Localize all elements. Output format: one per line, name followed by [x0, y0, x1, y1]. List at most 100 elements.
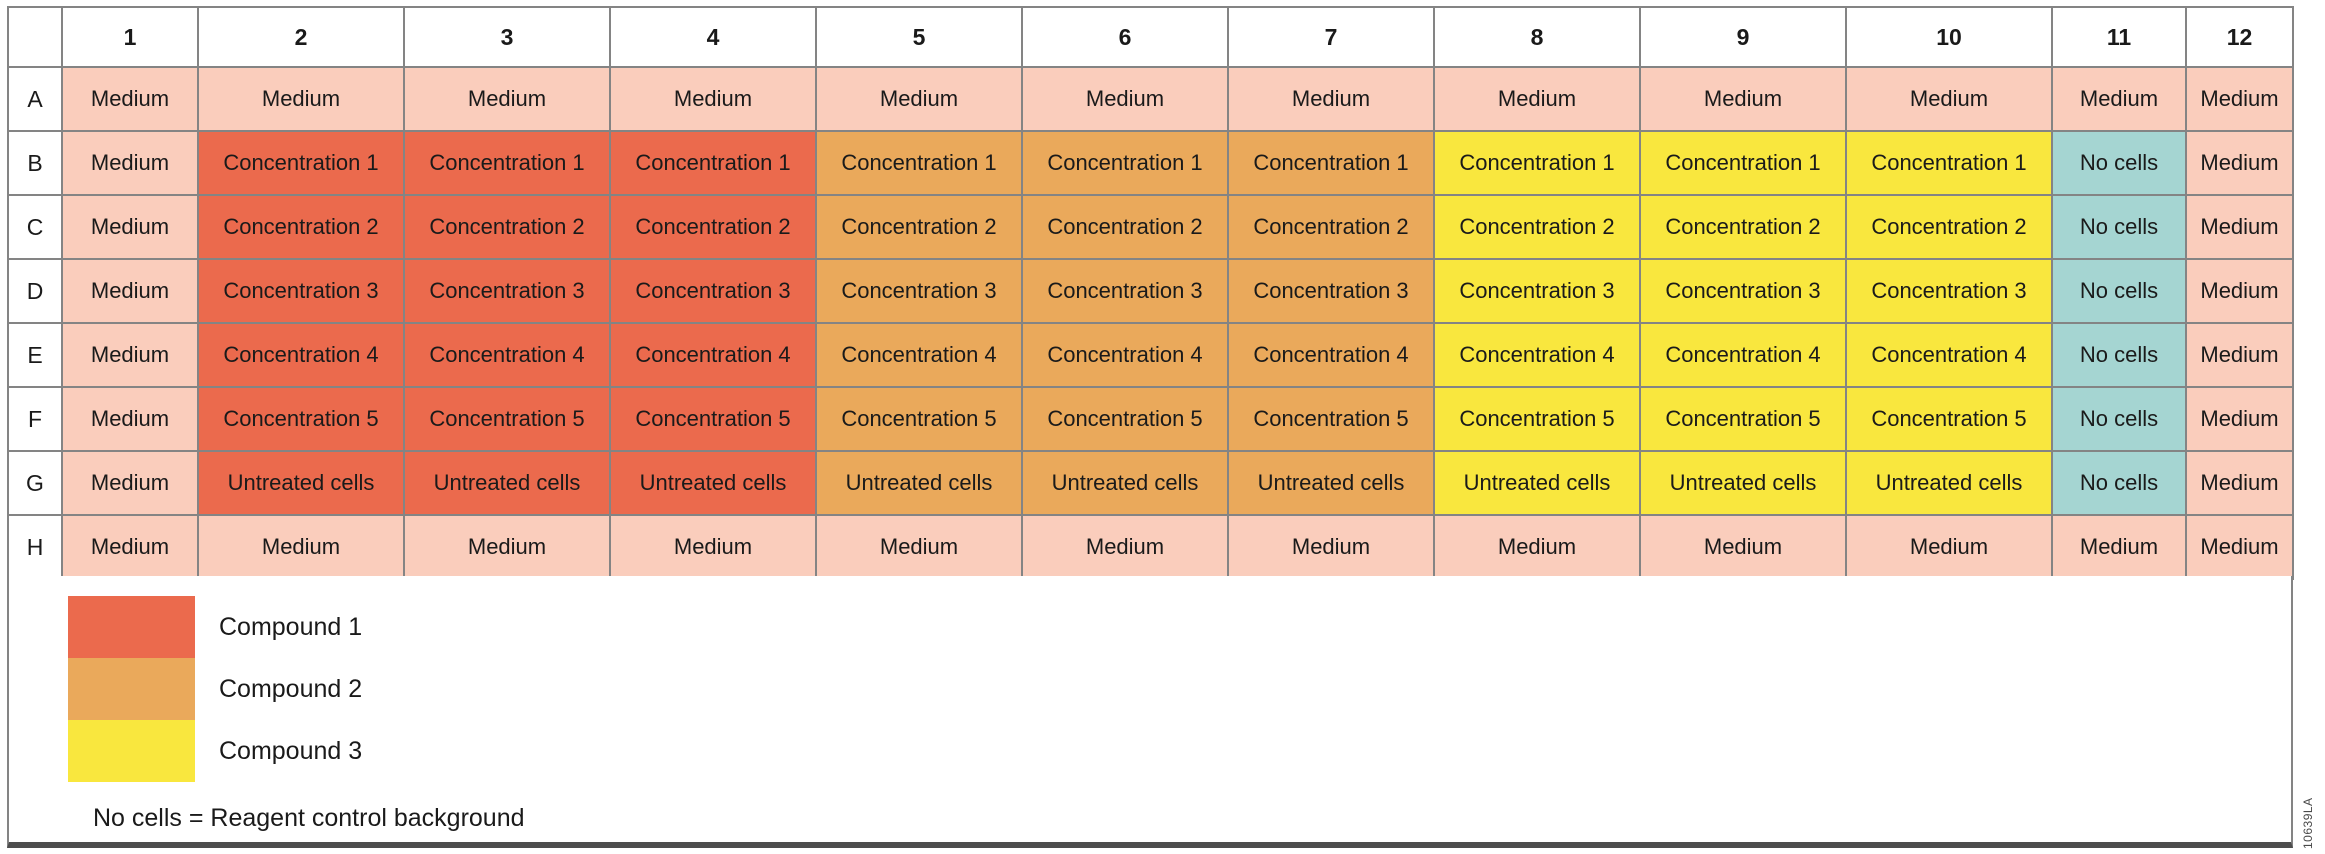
- plate-body: A Medium Medium Medium Medium Medium Medium Med…: [7, 66, 2294, 580]
- plate-well: Medium: [609, 514, 817, 580]
- corner-cell: [7, 6, 63, 68]
- plate-well: Concentration 4: [1433, 322, 1641, 388]
- plate-well: Medium: [197, 514, 405, 580]
- plate-row: B Medium Concentration 1 Concentration 1 Con…: [7, 130, 2294, 196]
- legend-label: Compound 3: [219, 736, 363, 765]
- plate-well: Medium: [2185, 66, 2294, 132]
- plate-well: Medium: [197, 66, 405, 132]
- column-header-cell: 12: [2185, 6, 2294, 68]
- plate-well: Concentration 2: [197, 194, 405, 260]
- column-header-cell: 8: [1433, 6, 1641, 68]
- plate-well: Concentration 3: [815, 258, 1023, 324]
- plate-well: Medium: [2051, 66, 2187, 132]
- plate-well: Concentration 1: [1433, 130, 1641, 196]
- document-id: 10639LA: [2301, 797, 2315, 849]
- plate-well: Concentration 4: [1845, 322, 2053, 388]
- plate-well: Medium: [1433, 514, 1641, 580]
- plate-well: Concentration 1: [197, 130, 405, 196]
- column-header-cell: 1: [61, 6, 199, 68]
- plate-row: H Medium Medium Medium Medium Medium Medium Med…: [7, 514, 2294, 580]
- plate-well: Untreated cells: [1845, 450, 2053, 516]
- plate-well: Medium: [1021, 66, 1229, 132]
- plate-well: Concentration 3: [403, 258, 611, 324]
- row-header-cell: H: [7, 514, 63, 580]
- plate-well: No cells: [2051, 194, 2187, 260]
- plate-well: Medium: [815, 514, 1023, 580]
- plate-well: Concentration 2: [403, 194, 611, 260]
- plate-well: Concentration 2: [1021, 194, 1229, 260]
- column-header-cell: 6: [1021, 6, 1229, 68]
- plate-well: Medium: [1639, 514, 1847, 580]
- legend-label: Compound 2: [219, 674, 363, 703]
- plate-well: Untreated cells: [403, 450, 611, 516]
- plate-well: Concentration 1: [1845, 130, 2053, 196]
- plate-well: Medium: [403, 66, 611, 132]
- plate-row: E Medium Concentration 4 Concentration 4 Con…: [7, 322, 2294, 388]
- plate-well: Concentration 4: [197, 322, 405, 388]
- plate-well: Untreated cells: [1639, 450, 1847, 516]
- plate-well: Medium: [2185, 322, 2294, 388]
- plate-well: Medium: [2185, 514, 2294, 580]
- plate-row: A Medium Medium Medium Medium Medium Medium Med…: [7, 66, 2294, 132]
- plate-well: Untreated cells: [1433, 450, 1641, 516]
- plate-well: Concentration 2: [1639, 194, 1847, 260]
- row-header-cell: C: [7, 194, 63, 260]
- plate-row: F Medium Concentration 5 Concentration 5 Con…: [7, 386, 2294, 452]
- row-header-cell: F: [7, 386, 63, 452]
- plate-well: No cells: [2051, 322, 2187, 388]
- plate-well: Concentration 5: [403, 386, 611, 452]
- plate-well: Concentration 2: [1227, 194, 1435, 260]
- plate-well: Concentration 5: [1227, 386, 1435, 452]
- plate-well: Concentration 4: [1227, 322, 1435, 388]
- legend-swatch: [68, 720, 195, 782]
- plate-well: No cells: [2051, 450, 2187, 516]
- plate-well: Concentration 4: [609, 322, 817, 388]
- plate-well: Medium: [61, 258, 199, 324]
- plate-table: 1 2 3 4 5 6 7 8 9 10 11 12 A Medium Medium Medium Mediu…: [7, 6, 2294, 580]
- plate-well: Medium: [1845, 66, 2053, 132]
- column-header-cell: 3: [403, 6, 611, 68]
- legend-swatch: [68, 658, 195, 720]
- plate-well: Medium: [61, 386, 199, 452]
- legend-item: Compound 1: [68, 596, 362, 658]
- plate-well: Medium: [609, 66, 817, 132]
- plate-well: Medium: [2051, 514, 2187, 580]
- plate-well: Concentration 5: [197, 386, 405, 452]
- plate-well: Concentration 3: [197, 258, 405, 324]
- legend-item: Compound 2: [68, 658, 362, 720]
- plate-well: Medium: [2185, 258, 2294, 324]
- plate-table-wrap: 1 2 3 4 5 6 7 8 9 10 11 12 A Medium Medium Medium Mediu…: [7, 6, 2294, 580]
- plate-well: Medium: [61, 66, 199, 132]
- plate-well: Concentration 5: [1433, 386, 1641, 452]
- plate-well: Medium: [815, 66, 1023, 132]
- plate-well: Medium: [1433, 66, 1641, 132]
- plate-header: 1 2 3 4 5 6 7 8 9 10 11 12: [7, 6, 2294, 68]
- plate-well: Medium: [61, 450, 199, 516]
- plate-well: No cells: [2051, 386, 2187, 452]
- plate-well: Concentration 1: [1227, 130, 1435, 196]
- column-header-cell: 4: [609, 6, 817, 68]
- plate-well: Medium: [1227, 514, 1435, 580]
- row-header-cell: E: [7, 322, 63, 388]
- column-header-cell: 9: [1639, 6, 1847, 68]
- row-header-cell: A: [7, 66, 63, 132]
- plate-well: Concentration 3: [609, 258, 817, 324]
- plate-well: No cells: [2051, 130, 2187, 196]
- row-header-cell: D: [7, 258, 63, 324]
- plate-well: Medium: [2185, 450, 2294, 516]
- plate-well: Medium: [61, 194, 199, 260]
- plate-well: Untreated cells: [1227, 450, 1435, 516]
- legend-box: Compound 1 Compound 2 Compound 3 No cells …: [7, 576, 2293, 848]
- legend-swatch: [68, 596, 195, 658]
- plate-well: Medium: [1845, 514, 2053, 580]
- plate-well: Concentration 1: [1639, 130, 1847, 196]
- plate-well: Concentration 2: [609, 194, 817, 260]
- plate-well: Concentration 3: [1845, 258, 2053, 324]
- plate-well: Concentration 5: [1639, 386, 1847, 452]
- plate-well: Concentration 2: [1433, 194, 1641, 260]
- plate-well: Concentration 3: [1639, 258, 1847, 324]
- plate-well: Medium: [2185, 386, 2294, 452]
- plate-well: Medium: [1639, 66, 1847, 132]
- plate-well: Medium: [2185, 130, 2294, 196]
